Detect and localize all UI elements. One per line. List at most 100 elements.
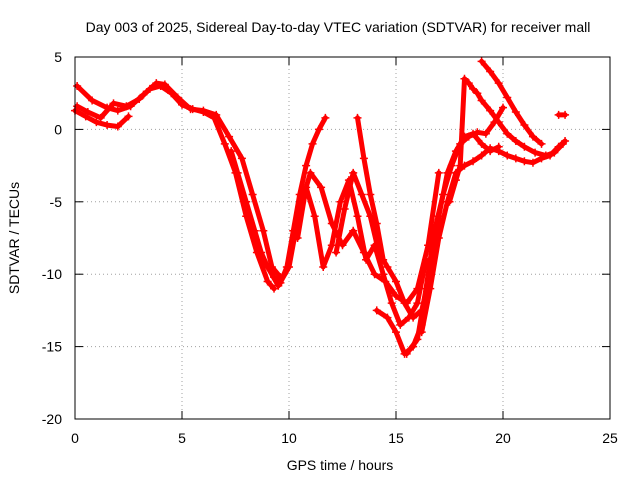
data-point-marker [242,197,251,206]
x-tick-label: 5 [178,430,186,446]
data-point-marker [186,105,195,114]
data-point-marker [310,212,319,221]
grid-lines [75,57,610,419]
data-point-marker [413,335,422,344]
data-point-marker [392,291,400,300]
data-point-marker [520,121,529,130]
data-point-marker [486,67,495,76]
data-point-marker [511,154,520,163]
data-point-marker [439,190,448,199]
data-point-marker [486,144,495,153]
data-point-marker [400,299,409,308]
data-point-marker [349,168,358,177]
series-1 [73,81,279,293]
data-point-marker [464,79,473,88]
data-point-marker [302,161,311,170]
data-point-marker [250,226,259,235]
data-point-marker [477,57,486,66]
data-point-marker [396,320,405,329]
data-point-marker [152,79,161,88]
data-point-marker [109,99,118,108]
data-point-marker [96,113,105,122]
data-point-marker [392,277,400,286]
data-point-marker [477,151,486,160]
data-point-marker [353,113,362,122]
data-point-marker [469,157,478,166]
data-point-marker [499,103,507,112]
data-point-marker [426,284,435,293]
data-point-marker [531,148,540,157]
series-track-line [295,177,429,328]
data-point-marker [327,241,336,250]
data-point-marker [139,90,148,99]
data-point-marker [274,281,283,290]
data-point-marker [212,110,221,119]
y-tick-label: 5 [54,49,62,65]
x-tick-label: 15 [388,430,404,446]
data-point-marker [113,106,122,115]
data-point-marker [372,306,381,315]
data-point-marker [494,79,503,88]
data-point-marker [103,103,112,112]
data-point-marker [434,234,443,242]
data-point-marker [293,234,302,242]
data-point-marker [528,158,537,167]
series-10 [402,103,507,358]
data-point-marker [447,161,456,170]
data-point-marker [477,96,486,105]
data-point-marker [317,183,326,192]
series-14 [554,110,570,119]
data-point-marker [73,81,82,90]
data-point-marker [81,112,90,121]
data-point-marker [220,139,229,148]
data-point-marker [227,147,236,156]
y-tick-label: -15 [42,339,62,355]
data-point-marker [503,151,512,160]
data-point-marker [477,139,486,148]
data-point-marker [451,176,460,185]
data-point-marker [503,93,512,102]
data-point-marker [359,154,368,163]
tick-labels: 0 5 10 15 20 25 -20 -15 -10 -5 0 5 [42,49,618,446]
series-11 [417,136,570,337]
data-point-marker [270,284,279,293]
data-point-marker [349,226,358,235]
data-point-marker [486,106,495,115]
data-point-marker [379,270,388,279]
y-axis-label: SDTVAR / TECUs [6,182,22,294]
data-point-marker [372,219,381,228]
data-point-marker [370,270,379,279]
data-point-marker [503,129,512,138]
series-track-line [254,170,442,306]
data-point-marker [306,168,315,177]
data-point-marker [362,255,371,264]
data-point-marker [520,157,529,166]
data-point-marker [473,128,482,137]
data-point-marker [340,205,349,214]
data-point-marker [494,147,503,156]
x-tick-label: 25 [602,430,618,446]
data-point-marker [124,112,133,121]
series-8 [353,113,388,264]
data-point-marker [321,113,330,122]
series-2 [73,79,285,282]
data-point-marker [430,226,439,235]
axis-ticks [74,56,611,420]
data-points [71,57,570,358]
data-point-marker [445,197,454,206]
data-point-marker [366,190,375,199]
y-tick-label: -5 [50,194,63,210]
series-12 [445,74,567,206]
series-track-line [404,105,506,357]
x-axis-label: GPS time / hours [287,457,394,473]
data-point-marker [383,262,392,271]
data-point-marker [561,110,570,119]
data-point-marker [434,168,443,177]
data-point-marker [92,118,101,127]
series-track-line [479,58,544,147]
data-point-marker [83,108,92,117]
data-point-marker [511,136,520,145]
data-point-marker [332,248,341,257]
data-point-marker [263,262,272,271]
data-point-marker [314,125,323,134]
